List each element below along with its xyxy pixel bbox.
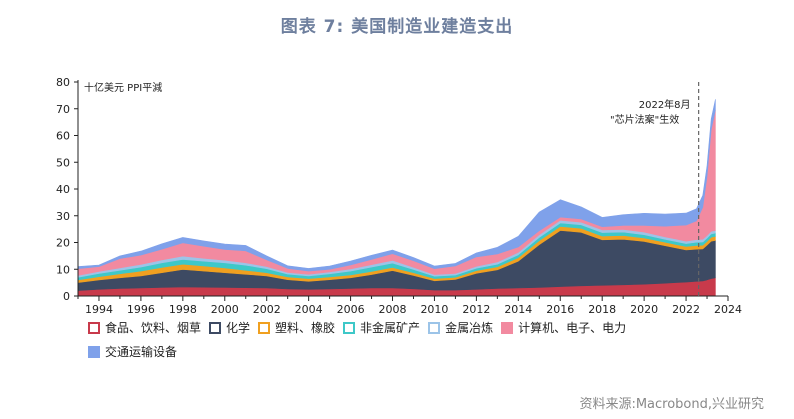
legend-item-5: 计算机、电子、电力 [501,317,626,339]
x-tick-label: 2012 [462,303,490,316]
x-tick-label: 2014 [504,303,532,316]
legend-label: 化学 [226,321,251,335]
legend-label: 计算机、电子、电力 [518,321,627,335]
legend-swatch [343,322,356,334]
x-tick-label: 2010 [420,303,448,316]
y-tick-label: 80 [56,76,70,89]
x-tick-label: 2006 [337,303,365,316]
y-tick-label: 20 [56,237,70,250]
legend-label: 交通运输设备 [105,345,178,359]
chart-title: 图表 7: 美国制造业建造支出 [280,17,514,37]
chart-legend: 食品、饮料、烟草 化学 塑料、橡胶 非金属矿产 金属冶炼 计算机、电子、电力交通运输设备 [88,317,728,365]
y-tick-label: 0 [63,290,70,303]
y-tick-label: 50 [56,156,70,169]
y-tick-label: 70 [56,103,70,116]
legend-item-1: 化学 [209,317,250,339]
x-tick-label: 2024 [714,303,742,316]
x-tick-label: 2016 [546,303,574,316]
source-note: 资料来源:Macrobond,兴业研究 [579,397,764,412]
y-axis-unit-label: 十亿美元 PPI平減 [84,81,162,94]
legend-label: 食品、饮料、烟草 [105,321,202,335]
legend-swatch [428,322,441,334]
annotation-line2: "芯片法案"生效 [610,113,679,126]
legend-label: 金属冶炼 [445,321,494,335]
x-tick-label: 1994 [85,303,113,316]
legend-swatch [209,322,222,334]
annotation-line1: 2022年8月 [639,98,691,111]
y-tick-label: 40 [56,183,70,196]
legend-item-0: 食品、饮料、烟草 [88,317,201,339]
x-tick-label: 2008 [379,303,407,316]
legend-item-4: 金属冶炼 [428,317,493,339]
x-tick-label: 1996 [127,303,155,316]
legend-swatch [501,322,514,334]
x-tick-label: 2020 [630,303,658,316]
x-tick-label: 2004 [295,303,323,316]
y-tick-label: 30 [56,210,70,223]
x-tick-label: 2018 [588,303,616,316]
y-tick-label: 10 [56,263,70,276]
legend-item-6: 交通运输设备 [88,341,177,363]
legend-swatch [88,322,100,334]
legend-label: 塑料、橡胶 [275,321,336,335]
x-tick-label: 2000 [211,303,239,316]
series-area-6 [77,99,716,272]
legend-label: 非金属矿产 [360,321,421,335]
x-tick-label: 1998 [169,303,197,316]
legend-item-2: 塑料、橡胶 [258,317,335,339]
x-tick-label: 2022 [672,303,700,316]
y-tick-label: 60 [56,130,70,143]
legend-swatch [88,346,100,358]
legend-swatch [258,322,271,334]
legend-item-3: 非金属矿产 [343,317,420,339]
x-tick-label: 2002 [253,303,281,316]
